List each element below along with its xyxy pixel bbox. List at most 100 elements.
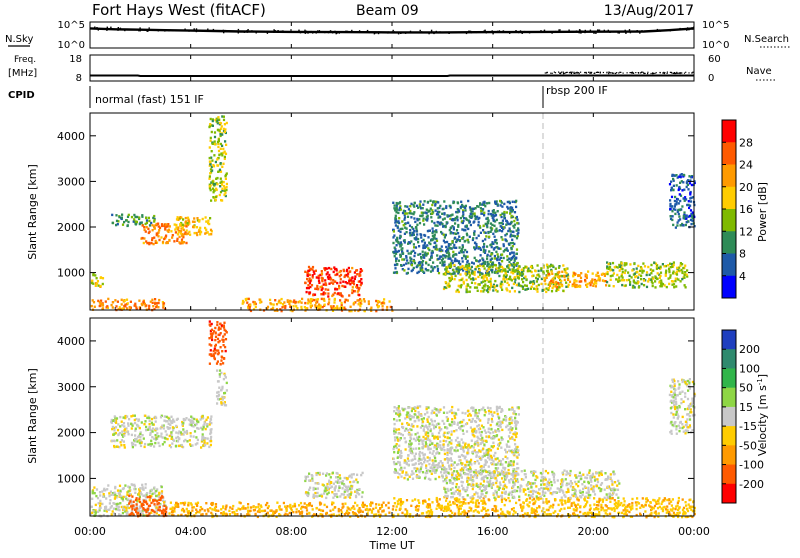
velocity-cell xyxy=(220,512,222,514)
velocity-cell xyxy=(167,438,169,440)
nsearch-point xyxy=(194,30,195,31)
power-cell xyxy=(456,216,458,218)
power-cell xyxy=(337,292,339,294)
power-cell xyxy=(426,253,428,255)
power-cell xyxy=(460,217,462,219)
power-cell xyxy=(441,223,443,225)
power-cell xyxy=(431,250,433,252)
power-cell xyxy=(327,295,329,297)
velocity-cell xyxy=(439,409,441,411)
power-cell xyxy=(505,249,507,251)
power-cell xyxy=(501,230,503,232)
velocity-cell xyxy=(145,426,147,428)
velocity-cell xyxy=(464,412,466,414)
power-cell xyxy=(184,221,186,223)
power-cell xyxy=(409,234,411,236)
power-cell xyxy=(158,229,160,231)
nsearch-point xyxy=(106,30,107,31)
power-cell xyxy=(504,280,506,282)
power-cell xyxy=(670,218,672,220)
nsearch-point xyxy=(685,28,686,29)
nave-point xyxy=(555,72,556,73)
power-cell xyxy=(490,229,492,231)
power-cell xyxy=(480,254,482,256)
velocity-cell xyxy=(158,492,160,494)
velocity-cell xyxy=(140,439,142,441)
velocity-cell xyxy=(123,440,125,442)
power-cell xyxy=(479,203,481,205)
power-cell xyxy=(561,271,563,273)
velocity-cell xyxy=(412,478,414,480)
nsearch-point xyxy=(247,29,248,30)
velocity-cell xyxy=(337,479,339,481)
power-cell xyxy=(199,227,201,229)
velocity-cell xyxy=(166,416,168,418)
power-cell xyxy=(497,253,499,255)
velocity-cell xyxy=(338,508,340,510)
power-cell xyxy=(506,265,508,267)
power-cell xyxy=(524,276,526,278)
velocity-cell xyxy=(123,425,125,427)
velocity-cell xyxy=(149,496,151,498)
velocity-cell xyxy=(431,412,433,414)
power-cell xyxy=(640,278,642,280)
power-cell xyxy=(465,217,467,219)
power-cell xyxy=(674,213,676,215)
nsearch-point xyxy=(223,30,224,31)
velocity-cell xyxy=(326,506,328,508)
power-cell xyxy=(324,304,326,306)
power-cell xyxy=(636,271,638,273)
velocity-cell xyxy=(151,489,153,491)
velocity-cell xyxy=(130,505,132,507)
power-cell xyxy=(456,270,458,272)
velocity-cell xyxy=(128,502,130,504)
velocity-cell xyxy=(149,423,151,425)
velocity-cell xyxy=(412,472,414,474)
velocity-cell xyxy=(346,510,348,512)
power-cell xyxy=(518,277,520,279)
velocity-cell xyxy=(153,503,155,505)
power-cell xyxy=(214,143,216,145)
power-cell xyxy=(396,209,398,211)
power-cell xyxy=(592,272,594,274)
power-cell xyxy=(432,201,434,203)
power-cell xyxy=(198,219,200,221)
power-cell xyxy=(474,286,476,288)
power-cell xyxy=(486,245,488,247)
power-cell xyxy=(392,202,394,204)
velocity-cell xyxy=(170,502,172,504)
velocity-cell xyxy=(332,472,334,474)
power-cell xyxy=(673,261,675,263)
power-cell xyxy=(511,264,513,266)
power-cell xyxy=(221,154,223,156)
power-cell xyxy=(160,236,162,238)
nsearch-point xyxy=(224,30,225,31)
power-cell xyxy=(650,264,652,266)
power-cell xyxy=(521,269,523,271)
power-cell xyxy=(154,298,156,300)
power-cell xyxy=(515,206,517,208)
nsearch-point xyxy=(375,32,376,33)
power-cell xyxy=(499,222,501,224)
power-cell xyxy=(492,233,494,235)
power-cell xyxy=(320,293,322,295)
velocity-cell xyxy=(134,415,136,417)
velocity-cell xyxy=(443,449,445,451)
power-cell xyxy=(445,246,447,248)
power-cell xyxy=(676,224,678,226)
velocity-cell xyxy=(119,485,121,487)
velocity-cell xyxy=(399,464,401,466)
power-cell xyxy=(473,220,475,222)
velocity-cell xyxy=(276,502,278,504)
power-cell xyxy=(393,230,395,232)
power-cell xyxy=(502,220,504,222)
power-cell xyxy=(597,272,599,274)
velocity-cell xyxy=(95,495,97,497)
power-cell xyxy=(102,277,104,279)
velocity-cell xyxy=(224,404,226,406)
velocity-cell xyxy=(320,513,322,515)
power-cell xyxy=(529,270,531,272)
velocity-cell xyxy=(377,511,379,513)
velocity-cell xyxy=(245,507,247,509)
power-cell xyxy=(307,302,309,304)
